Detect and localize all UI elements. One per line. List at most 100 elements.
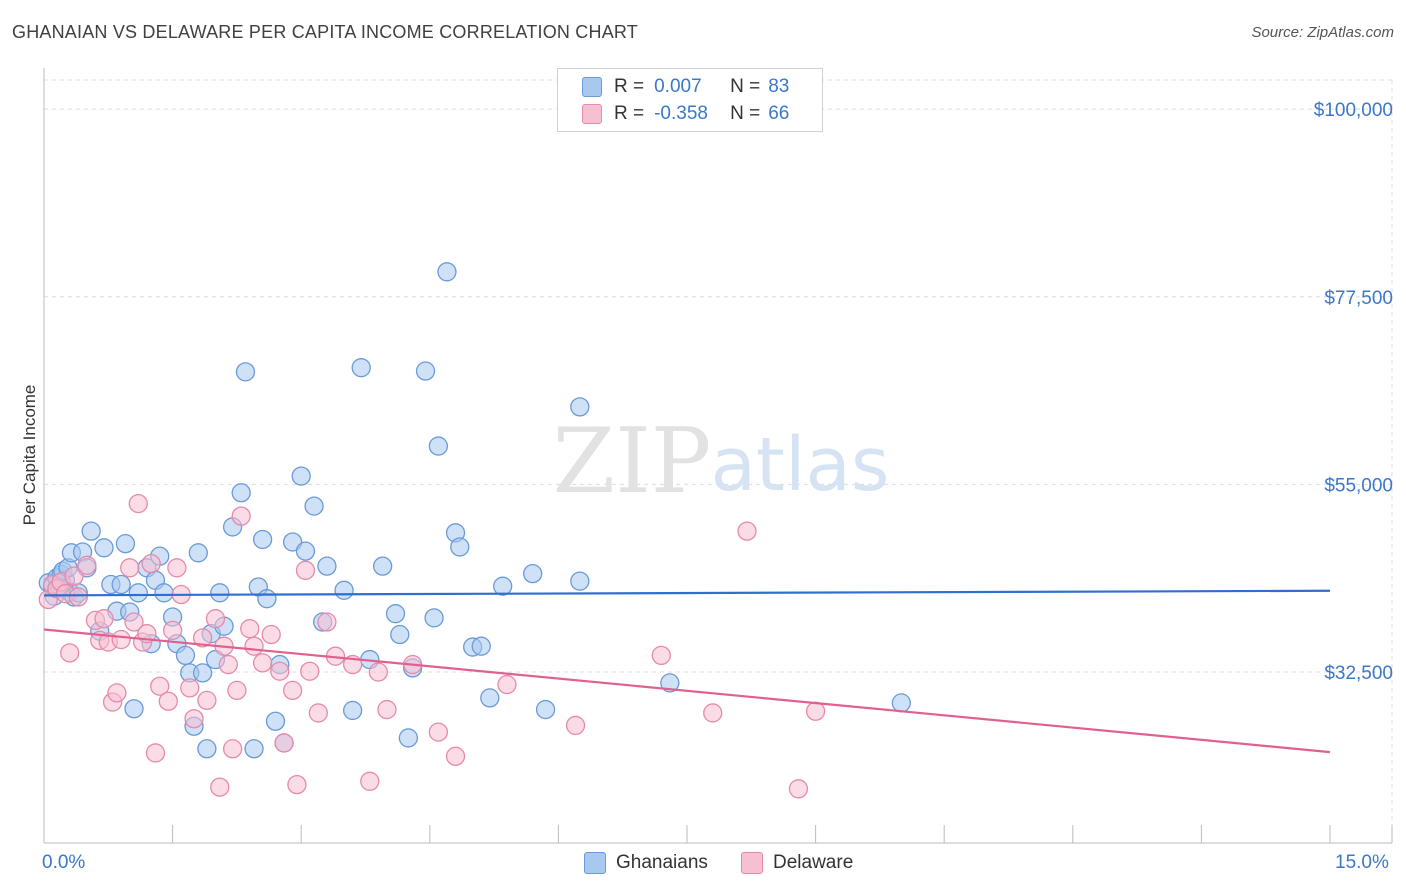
y-tick-label: $32,500 xyxy=(1324,663,1393,684)
delaware-point xyxy=(128,493,148,514)
legend-n-value: 83 xyxy=(768,76,790,97)
ghanaians-point xyxy=(437,262,457,282)
ghanaians-point xyxy=(252,529,273,550)
trend-lines xyxy=(43,589,1331,754)
y-tick-label: $100,000 xyxy=(1314,100,1393,121)
ghanaians-point xyxy=(372,556,393,576)
delaware-point xyxy=(141,554,161,574)
delaware-point xyxy=(77,555,97,575)
ghanaians-point xyxy=(257,589,277,609)
ghanaians-point xyxy=(210,583,230,603)
ghanaians-point xyxy=(471,636,491,656)
delaware-point xyxy=(308,703,328,723)
ghanaians-point xyxy=(450,537,470,557)
x-min-label: 0.0% xyxy=(42,852,86,873)
ghanaians-point xyxy=(295,541,316,561)
x-max-label: 15.0% xyxy=(1335,852,1389,873)
ghanaians-points xyxy=(38,262,911,759)
axes xyxy=(43,68,1393,844)
delaware-point xyxy=(167,558,187,578)
legend-n-value: 66 xyxy=(768,103,790,124)
delaware-point xyxy=(805,701,826,721)
ghanaians-point xyxy=(124,699,144,719)
ghanaians-point xyxy=(317,556,337,576)
delaware-point xyxy=(428,722,449,742)
delaware-point xyxy=(107,683,127,703)
delaware-point xyxy=(197,690,217,711)
bottom-legend-label: Delaware xyxy=(773,852,854,873)
ghanaians-point xyxy=(390,624,410,645)
delaware-point xyxy=(227,680,247,701)
delaware-point xyxy=(240,619,260,639)
delaware-point xyxy=(231,506,251,526)
delaware-points xyxy=(38,493,826,799)
delaware-point xyxy=(184,709,204,729)
delaware-point xyxy=(210,777,230,797)
ghanaians-point xyxy=(197,739,217,759)
ghanaians-point xyxy=(128,583,148,603)
delaware-point xyxy=(445,746,466,766)
delaware-point xyxy=(565,715,586,736)
delaware-point xyxy=(218,654,238,675)
ghanaians-point xyxy=(493,576,513,596)
ghanaians-point xyxy=(304,496,324,516)
ghanaians-point xyxy=(535,699,556,720)
ghanaians-point xyxy=(480,688,500,708)
delaware-point xyxy=(360,771,380,791)
delaware-point xyxy=(222,739,243,759)
delaware-point xyxy=(124,612,144,632)
delaware-point xyxy=(162,620,183,641)
ghanaians-point xyxy=(570,397,590,417)
ghanaians-point xyxy=(94,538,114,558)
ghanaians-point xyxy=(265,711,286,731)
bottom-legend-delaware: Delaware xyxy=(741,852,853,874)
ghanaians-point xyxy=(424,608,444,628)
legend-row-delaware: R = -0.358 N = 66 xyxy=(582,102,789,126)
ghanaians-point xyxy=(291,466,311,486)
delaware-point xyxy=(497,674,517,695)
delaware-point xyxy=(377,699,397,720)
bottom-legend-swatch-ghanaians xyxy=(584,852,606,874)
delaware-point xyxy=(368,662,389,682)
ghanaians-point xyxy=(660,673,680,693)
ghanaians-point xyxy=(192,663,213,683)
delaware-point xyxy=(261,624,281,645)
y-tick-label: $55,000 xyxy=(1324,475,1393,496)
y-tick-labels: $32,500 $55,000 $77,500 $100,000 xyxy=(1314,100,1393,684)
legend-r-value: 0.007 xyxy=(654,76,702,97)
delaware-point xyxy=(150,676,170,696)
ghanaians-point xyxy=(188,543,208,563)
ghanaians-point xyxy=(351,358,371,378)
delaware-point xyxy=(145,743,166,763)
delaware-point xyxy=(651,645,671,666)
watermark-atlas: atlas xyxy=(711,422,890,508)
legend-n-label: N = xyxy=(730,103,761,124)
ghanaians-point xyxy=(81,521,101,541)
watermark-zip: ZIP xyxy=(553,409,712,514)
bottom-legend-swatch-delaware xyxy=(741,852,763,874)
legend-r-label: R = xyxy=(614,76,645,97)
delaware-point xyxy=(158,691,178,711)
delaware-point xyxy=(180,678,200,698)
ghanaians-point xyxy=(415,361,436,381)
legend-swatch-delaware xyxy=(582,104,602,124)
delaware-point xyxy=(120,558,140,578)
delaware-point xyxy=(64,566,84,586)
legend-swatch-ghanaians xyxy=(582,77,602,97)
y-axis-label: Per Capita Income xyxy=(20,384,39,526)
ghanaians-point xyxy=(244,739,264,759)
delaware-point xyxy=(295,560,316,580)
delaware-point xyxy=(788,779,809,799)
ghanaians-point xyxy=(891,693,911,713)
delaware-point xyxy=(244,636,264,656)
delaware-trend-line xyxy=(43,628,1331,754)
legend-r-value: -0.358 xyxy=(654,103,708,124)
correlation-legend: R = 0.007 N = 83 R = -0.358 N = 66 xyxy=(557,68,823,132)
ghanaians-point xyxy=(115,533,136,554)
delaware-point xyxy=(317,612,337,632)
ghanaians-point xyxy=(385,604,406,624)
y-tick-label: $77,500 xyxy=(1324,288,1393,309)
grid-lines xyxy=(44,79,1393,843)
delaware-point xyxy=(111,629,131,650)
